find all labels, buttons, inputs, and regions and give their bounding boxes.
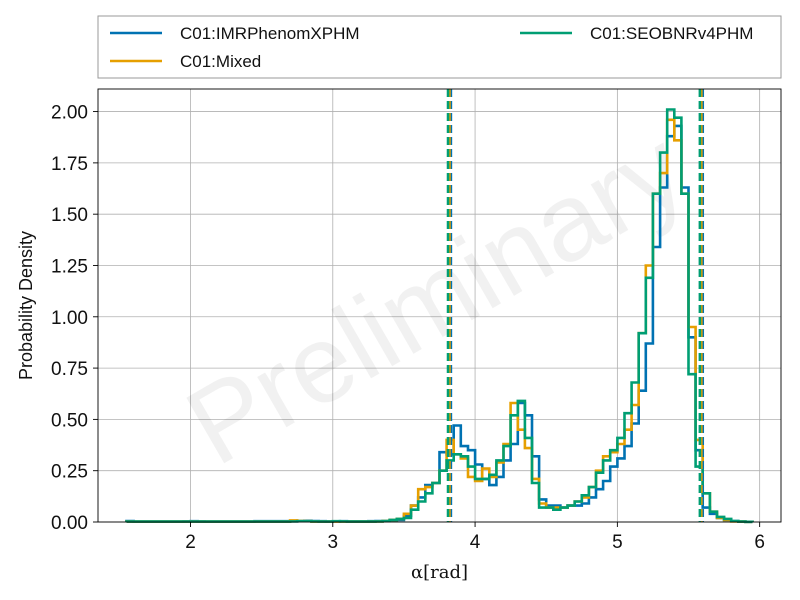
x-tick-label-2: 4 (470, 532, 481, 553)
median-lines (446, 89, 705, 522)
y-tick-label-7: 1.75 (51, 154, 88, 175)
y-axis-ticks: 0.00 0.25 0.50 0.75 1.00 1.25 1.50 1.75 2.00 (51, 103, 98, 534)
x-tick-label-1: 3 (327, 532, 338, 553)
y-tick-label-6: 1.50 (51, 205, 88, 226)
x-tick-label-4: 6 (754, 532, 765, 553)
legend-label-2: C01:SEOBNRv4PHM (590, 24, 753, 43)
y-tick-label-4: 1.00 (51, 308, 88, 329)
y-tick-label-8: 2.00 (51, 103, 88, 124)
legend-label-1: C01:Mixed (180, 52, 261, 71)
y-tick-label-0: 0.00 (51, 513, 88, 534)
x-axis-label: α[rad] (411, 562, 468, 583)
legend: C01:IMRPhenomXPHM C01:Mixed C01:SEOBNRv4PH… (97, 15, 782, 79)
plot-frame (97, 88, 782, 523)
grid-lines (98, 89, 781, 523)
plot-area: Preliminary (97, 88, 782, 524)
x-axis-ticks: 2 3 4 5 6 (185, 522, 765, 553)
series-step-line-2 (125, 108, 754, 524)
series-group (125, 108, 754, 524)
y-tick-label-3: 0.75 (51, 359, 88, 380)
legend-box (97, 15, 782, 79)
y-tick-label-1: 0.25 (51, 462, 88, 483)
x-tick-label-0: 2 (185, 532, 196, 553)
legend-label-0: C01:IMRPhenomXPHM (180, 24, 360, 43)
y-axis-label: Probability Density (16, 231, 36, 380)
x-tick-label-3: 5 (612, 532, 623, 553)
y-tick-label-2: 0.50 (51, 410, 88, 431)
y-tick-label-5: 1.25 (51, 256, 88, 277)
